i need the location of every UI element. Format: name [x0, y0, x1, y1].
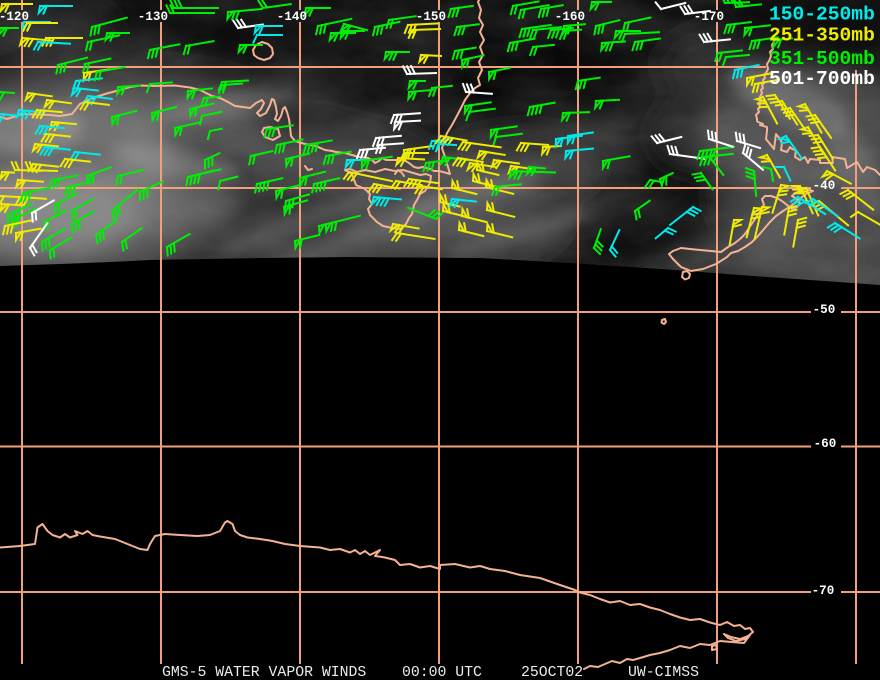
svg-text:-160: -160: [555, 10, 585, 24]
svg-text:-170: -170: [694, 10, 724, 24]
svg-text:-50: -50: [813, 303, 836, 317]
svg-text:GMS-5 WATER VAPOR WINDS: GMS-5 WATER VAPOR WINDS: [162, 665, 366, 680]
svg-text:501-700mb: 501-700mb: [769, 68, 875, 90]
svg-text:-150: -150: [416, 10, 446, 24]
svg-text:-130: -130: [138, 10, 168, 24]
svg-text:UW-CIMSS: UW-CIMSS: [628, 665, 699, 680]
svg-text:-40: -40: [813, 179, 836, 193]
svg-text:-70: -70: [812, 584, 835, 598]
svg-text:25OCT02: 25OCT02: [521, 665, 583, 680]
svg-text:00:00 UTC: 00:00 UTC: [402, 665, 482, 680]
svg-text:150-250mb: 150-250mb: [769, 4, 875, 26]
svg-text:-120: -120: [0, 10, 29, 24]
svg-text:251-350mb: 251-350mb: [769, 25, 875, 47]
svg-text:-60: -60: [814, 437, 837, 451]
svg-text:-140: -140: [277, 10, 307, 24]
svg-text:351-500mb: 351-500mb: [769, 48, 875, 70]
